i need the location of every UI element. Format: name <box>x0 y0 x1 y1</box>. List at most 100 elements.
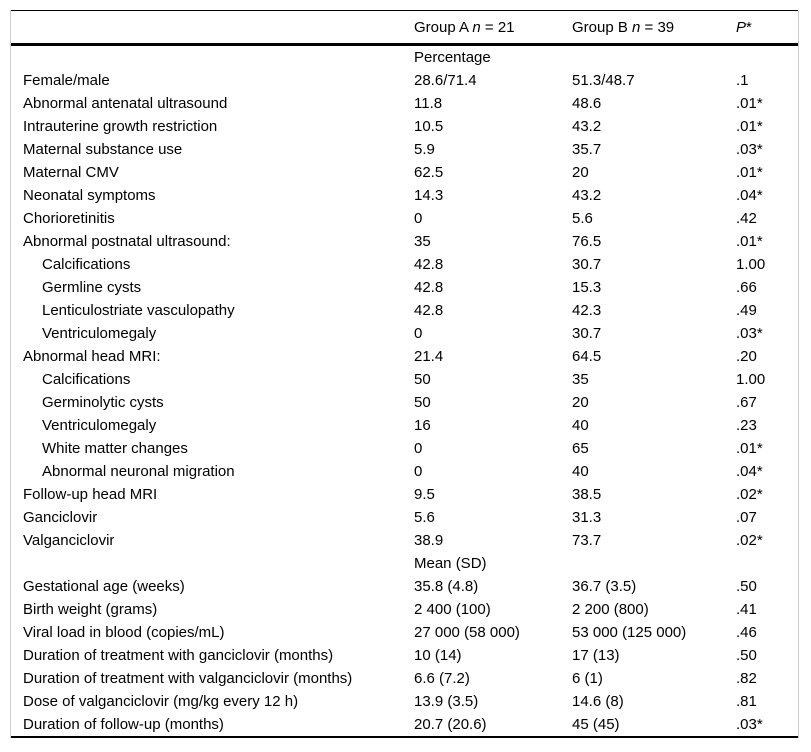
table-header-row: Group A n = 21 Group B n = 39 P* <box>11 10 798 46</box>
group-a-value: 0 <box>414 463 423 480</box>
p-value: .04* <box>736 463 763 480</box>
row-label: Gestational age (weeks) <box>23 578 185 595</box>
row-label: Ventriculomegaly <box>42 417 157 434</box>
section-header-label: Percentage <box>414 49 491 66</box>
row-label: Duration of treatment with valganciclovi… <box>23 670 353 687</box>
group-b-value: 64.5 <box>572 348 602 365</box>
p-value: .01* <box>736 164 763 181</box>
table-row: Valganciclovir 38.9 73.7 .02* <box>11 529 798 552</box>
p-value: .42 <box>736 210 757 227</box>
group-a-value: 0 <box>414 325 423 342</box>
table-row: White matter changes 0 65 .01* <box>11 437 798 460</box>
p-value: .50 <box>736 578 757 595</box>
table-row: Ventriculomegaly 0 30.7 .03* <box>11 322 798 345</box>
p-symbol: P <box>736 18 747 36</box>
p-value: .01* <box>736 440 763 457</box>
group-b-value: 6 (1) <box>572 670 603 687</box>
group-b-value: 5.6 <box>572 210 593 227</box>
table-row: Follow-up head MRI 9.5 38.5 .02* <box>11 483 798 506</box>
group-a-value: 42.8 <box>414 279 444 296</box>
row-label: Dose of valganciclovir (mg/kg every 12 h… <box>23 693 299 710</box>
table-row: Abnormal neuronal migration 0 40 .04* <box>11 460 798 483</box>
group-b-value: 42.3 <box>572 302 602 319</box>
table-row: Viral load in blood (copies/mL) 27 000 (… <box>11 621 798 644</box>
group-b-value: 35 <box>572 371 589 388</box>
p-value: .49 <box>736 302 757 319</box>
table-row: Abnormal antenatal ultrasound 11.8 48.6 … <box>11 92 798 115</box>
section-header-label: Mean (SD) <box>414 555 487 572</box>
table-row: Duration of follow-up (months) 20.7 (20.… <box>11 713 798 736</box>
group-a-value: 20.7 (20.6) <box>414 716 487 733</box>
p-value: .50 <box>736 647 757 664</box>
group-b-value: 35.7 <box>572 141 602 158</box>
p-value: .66 <box>736 279 757 296</box>
section-header-row: Percentage <box>11 46 798 69</box>
group-a-value: 10.5 <box>414 118 444 135</box>
section-header-row: Mean (SD) <box>11 552 798 575</box>
table-row: Duration of treatment with ganciclovir (… <box>11 644 798 667</box>
p-value: .01* <box>736 95 763 112</box>
p-value: .03* <box>736 716 763 733</box>
row-label: Abnormal neuronal migration <box>42 463 235 480</box>
group-a-prefix: Group A <box>414 18 473 36</box>
group-b-value: 73.7 <box>572 532 602 549</box>
table-row: Lenticulostriate vasculopathy 42.8 42.3 … <box>11 299 798 322</box>
group-b-value: 65 <box>572 440 589 457</box>
table-row: Chorioretinitis 0 5.6 .42 <box>11 207 798 230</box>
row-label: Lenticulostriate vasculopathy <box>42 302 235 319</box>
group-a-value: 50 <box>414 394 431 411</box>
group-b-value: 40 <box>572 463 589 480</box>
p-value: .81 <box>736 693 757 710</box>
group-b-value: 20 <box>572 164 589 181</box>
table-row: Abnormal head MRI: 21.4 64.5 .20 <box>11 345 798 368</box>
row-label: Female/male <box>23 72 110 89</box>
p-value: .04* <box>736 187 763 204</box>
group-b-value: 43.2 <box>572 187 602 204</box>
table-row: Birth weight (grams) 2 400 (100) 2 200 (… <box>11 598 798 621</box>
p-value: .23 <box>736 417 757 434</box>
group-b-value: 40 <box>572 417 589 434</box>
p-value: .20 <box>736 348 757 365</box>
group-a-value: 10 (14) <box>414 647 462 664</box>
group-a-value: 16 <box>414 417 431 434</box>
p-star: * <box>746 18 752 36</box>
group-a-value: 2 400 (100) <box>414 601 491 618</box>
group-b-value: 43.2 <box>572 118 602 135</box>
p-value: .03* <box>736 141 763 158</box>
row-label: Ganciclovir <box>23 509 98 526</box>
group-a-value: 62.5 <box>414 164 444 181</box>
p-value: .07 <box>736 509 757 526</box>
group-b-value: 17 (13) <box>572 647 620 664</box>
p-value: .03* <box>736 325 763 342</box>
table-row: Abnormal postnatal ultrasound: 35 76.5 .… <box>11 230 798 253</box>
row-label: Follow-up head MRI <box>23 486 158 503</box>
row-label: Maternal substance use <box>23 141 183 158</box>
group-a-value: 38.9 <box>414 532 444 549</box>
row-label: Neonatal symptoms <box>23 187 156 204</box>
table-body: Percentage Female/male 28.6/71.4 51.3/48… <box>11 46 798 738</box>
column-header-p-value: P* <box>736 19 798 36</box>
group-a-value: 35 <box>414 233 431 250</box>
p-value: 1.00 <box>736 371 766 388</box>
group-a-value: 35.8 (4.8) <box>414 578 479 595</box>
group-b-value: 51.3/48.7 <box>572 72 635 89</box>
row-label: Intrauterine growth restriction <box>23 118 218 135</box>
table-row: Ganciclovir 5.6 31.3 .07 <box>11 506 798 529</box>
p-value: 1.00 <box>736 256 766 273</box>
group-b-value: 36.7 (3.5) <box>572 578 637 595</box>
p-value: .02* <box>736 486 763 503</box>
p-value: .82 <box>736 670 757 687</box>
p-value: .67 <box>736 394 757 411</box>
table-row: Gestational age (weeks) 35.8 (4.8) 36.7 … <box>11 575 798 598</box>
group-b-prefix: Group B <box>572 18 633 36</box>
table-row: Intrauterine growth restriction 10.5 43.… <box>11 115 798 138</box>
comparison-table: Group A n = 21 Group B n = 39 P* Percent… <box>10 10 799 738</box>
group-b-value: 30.7 <box>572 256 602 273</box>
group-a-value: 42.8 <box>414 256 444 273</box>
p-value: .46 <box>736 624 757 641</box>
p-value: .01* <box>736 118 763 135</box>
row-label: Valganciclovir <box>23 532 115 549</box>
group-b-value: 31.3 <box>572 509 602 526</box>
row-label: Chorioretinitis <box>23 210 115 227</box>
p-value: .41 <box>736 601 757 618</box>
